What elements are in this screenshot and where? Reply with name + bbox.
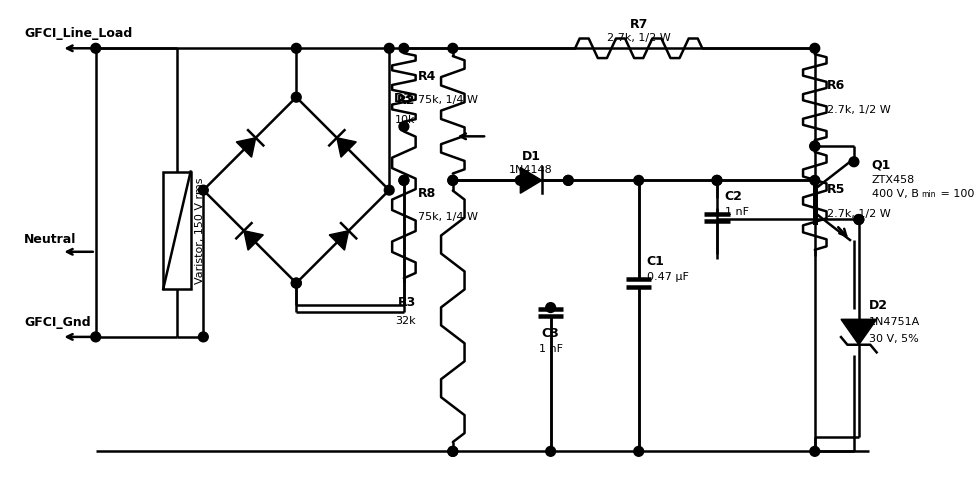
Circle shape xyxy=(91,332,101,342)
Polygon shape xyxy=(841,319,877,345)
Text: C3: C3 xyxy=(542,327,560,340)
Circle shape xyxy=(448,446,458,456)
Circle shape xyxy=(712,176,722,185)
Text: 1 nF: 1 nF xyxy=(725,207,749,216)
Circle shape xyxy=(546,446,556,456)
Text: GFCI_Line_Load: GFCI_Line_Load xyxy=(24,28,132,41)
Text: 2.7k, 1/2 W: 2.7k, 1/2 W xyxy=(826,105,890,115)
Circle shape xyxy=(399,176,409,185)
Text: 400 V, B: 400 V, B xyxy=(871,189,918,199)
Circle shape xyxy=(291,278,301,288)
Circle shape xyxy=(448,446,458,456)
Circle shape xyxy=(515,176,525,185)
Polygon shape xyxy=(337,138,357,157)
Circle shape xyxy=(291,92,301,102)
Text: 1N4148: 1N4148 xyxy=(510,166,553,176)
Polygon shape xyxy=(329,231,349,250)
Circle shape xyxy=(384,44,394,53)
Text: 75k, 1/4 W: 75k, 1/4 W xyxy=(417,95,477,105)
Text: GFCI_Gnd: GFCI_Gnd xyxy=(24,316,91,329)
Circle shape xyxy=(399,44,409,53)
Text: C1: C1 xyxy=(647,256,664,269)
Circle shape xyxy=(712,176,722,185)
Polygon shape xyxy=(236,138,256,157)
Text: Q1: Q1 xyxy=(871,159,891,171)
Circle shape xyxy=(564,176,573,185)
Text: 32k: 32k xyxy=(395,316,416,326)
Text: R2: R2 xyxy=(397,94,416,107)
Circle shape xyxy=(809,141,819,151)
Text: 1 nF: 1 nF xyxy=(539,344,563,353)
Circle shape xyxy=(448,44,458,53)
Text: R6: R6 xyxy=(826,79,845,92)
Text: C2: C2 xyxy=(725,190,743,203)
Text: 0.47 μF: 0.47 μF xyxy=(647,272,688,282)
Text: R4: R4 xyxy=(417,70,436,83)
Text: R3: R3 xyxy=(397,296,416,308)
Text: D3: D3 xyxy=(394,92,413,105)
Circle shape xyxy=(384,185,394,195)
Text: D2: D2 xyxy=(868,300,888,313)
Circle shape xyxy=(634,176,644,185)
Circle shape xyxy=(448,176,458,185)
Text: min: min xyxy=(921,190,936,199)
Text: 30 V, 5%: 30 V, 5% xyxy=(868,334,918,344)
Polygon shape xyxy=(520,167,542,193)
Circle shape xyxy=(448,176,458,185)
Circle shape xyxy=(564,176,573,185)
Text: 1N4751A: 1N4751A xyxy=(868,317,920,327)
Text: Neutral: Neutral xyxy=(24,233,76,246)
Circle shape xyxy=(809,44,819,53)
Circle shape xyxy=(91,44,101,53)
Text: 75k, 1/4 W: 75k, 1/4 W xyxy=(417,212,477,223)
Circle shape xyxy=(809,446,819,456)
Circle shape xyxy=(399,176,409,185)
Text: D1: D1 xyxy=(521,150,541,163)
Text: Varistor, 150 V rms: Varistor, 150 V rms xyxy=(195,177,205,284)
Text: R8: R8 xyxy=(417,187,436,200)
Circle shape xyxy=(809,176,819,185)
Text: 10k: 10k xyxy=(395,115,416,124)
Circle shape xyxy=(198,332,208,342)
Circle shape xyxy=(399,121,409,132)
Circle shape xyxy=(809,141,819,151)
Text: ZTX458: ZTX458 xyxy=(871,175,914,185)
Circle shape xyxy=(634,446,644,456)
Circle shape xyxy=(291,278,301,288)
Circle shape xyxy=(849,157,858,166)
Text: R7: R7 xyxy=(629,18,648,30)
Text: R5: R5 xyxy=(826,183,845,196)
Circle shape xyxy=(854,214,863,225)
Text: 2.7k, 1/2 W: 2.7k, 1/2 W xyxy=(607,33,670,44)
Circle shape xyxy=(546,302,556,313)
Bar xyxy=(164,171,191,289)
Circle shape xyxy=(198,185,208,195)
Text: = 100: = 100 xyxy=(937,189,974,199)
Circle shape xyxy=(854,214,863,225)
Polygon shape xyxy=(244,231,264,250)
Circle shape xyxy=(291,44,301,53)
Text: 2.7k, 1/2 W: 2.7k, 1/2 W xyxy=(826,209,890,218)
